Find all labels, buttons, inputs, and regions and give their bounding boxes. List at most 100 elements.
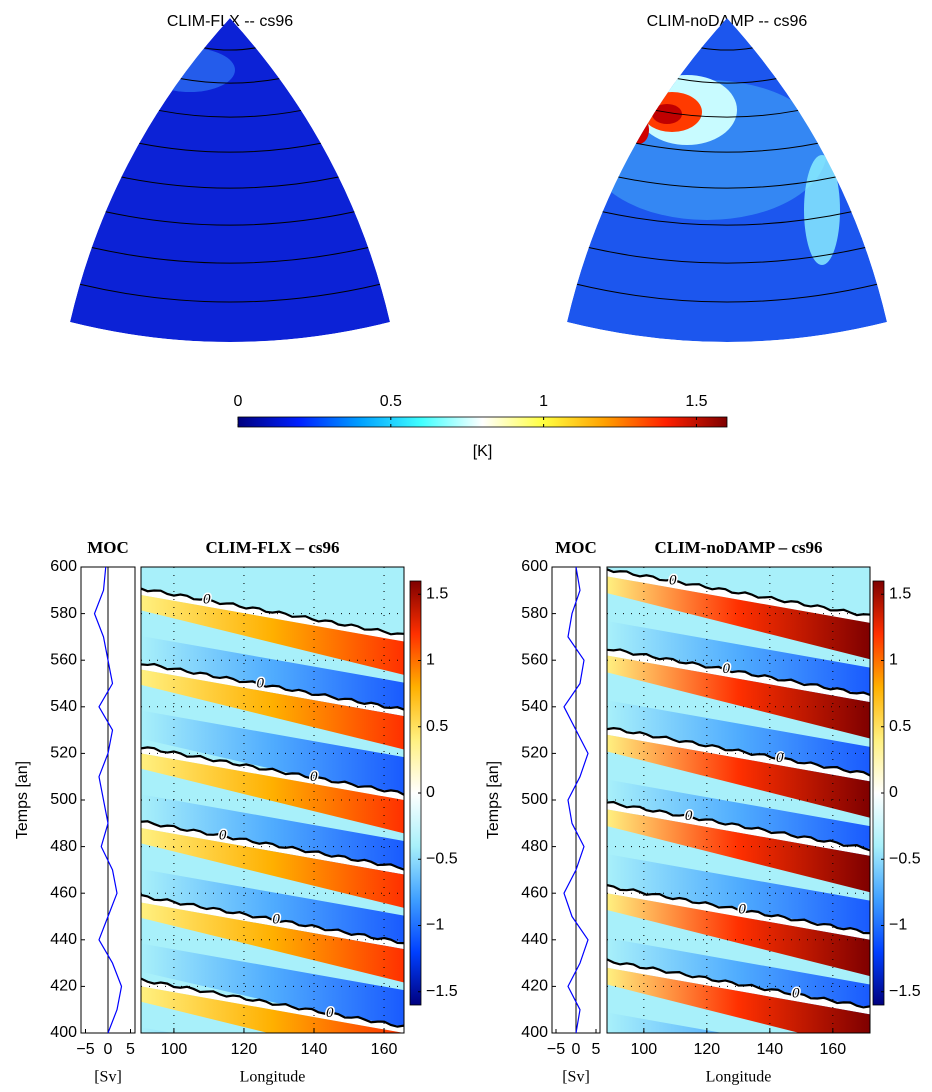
contour-line (141, 820, 404, 871)
colorbar-tick-label: −1.5 (889, 983, 921, 1000)
colorbar-tick-label: 0 (889, 784, 898, 801)
plot-frame (606, 566, 871, 1034)
x-tick-label: 140 (756, 1041, 783, 1058)
y-tick-label: 460 (521, 884, 548, 901)
colorbar-tick-label: −0.5 (426, 850, 458, 867)
x-axis-label: [Sv] (562, 1069, 590, 1086)
colorbar-tick-label: 1.5 (685, 393, 707, 410)
y-tick-label: 460 (50, 884, 77, 901)
x-tick-label: −5 (547, 1041, 565, 1058)
y-tick-label: 540 (50, 698, 77, 715)
warm-band (607, 809, 870, 893)
y-tick-label: 540 (521, 698, 548, 715)
plot-frame (140, 566, 405, 1034)
colorbar-tick-label: 1 (426, 652, 435, 669)
x-tick-label: 160 (371, 1041, 398, 1058)
x-tick-label: 0 (572, 1041, 581, 1058)
contour-line (607, 648, 870, 697)
cold-band (141, 710, 404, 800)
warm-band (607, 734, 870, 818)
colorbar (237, 416, 728, 428)
map-feature (145, 48, 235, 92)
contour-line (607, 958, 870, 1009)
moc-line (563, 566, 589, 1034)
panel-title: MOC (555, 538, 597, 557)
contour-label: 0 (272, 912, 280, 928)
colorbar-tick-label: 0.5 (380, 393, 402, 410)
y-tick-label: 440 (521, 931, 548, 948)
contour-label: 0 (685, 808, 693, 824)
x-tick-label: 120 (693, 1041, 720, 1058)
latitude-line (701, 47, 753, 51)
contour-label: 0 (723, 661, 731, 677)
white-band (141, 979, 404, 1033)
contour-label: 0 (257, 676, 265, 692)
y-tick-label: 420 (50, 978, 77, 995)
y-tick-label: 500 (50, 791, 77, 808)
latitude-line (121, 176, 339, 189)
latitude-line (79, 283, 381, 303)
contour-line (607, 800, 870, 852)
contour-line (141, 587, 404, 636)
warm-band (141, 902, 404, 983)
contour-line (607, 884, 870, 935)
warm-band (141, 594, 404, 675)
warm-band (607, 576, 870, 660)
latitude-line (139, 142, 321, 153)
x-tick-label: 5 (592, 1041, 601, 1058)
panel-title: CLIM-noDAMP – cs96 (654, 538, 822, 557)
warm-band (141, 669, 404, 750)
warm-band (141, 827, 404, 908)
y-tick-label: 560 (521, 651, 548, 668)
contour-line (141, 662, 404, 711)
y-tick-label: 600 (50, 558, 77, 575)
panel-title: MOC (87, 538, 129, 557)
colorbar-tick-label: 0 (234, 393, 243, 410)
latitude-line (576, 283, 878, 303)
white-band (607, 569, 870, 623)
latitude-line (677, 78, 777, 84)
moc-line (93, 566, 123, 1034)
x-tick-label: 160 (819, 1041, 846, 1058)
x-tick-label: 5 (126, 1041, 135, 1058)
warm-band (141, 986, 404, 1033)
x-tick-label: 140 (301, 1041, 328, 1058)
y-tick-label: 560 (50, 651, 77, 668)
contour-label: 0 (326, 1005, 334, 1021)
warm-band (607, 655, 870, 739)
cold-band (141, 1027, 173, 1033)
colorbar-tick-label: 1.5 (889, 585, 911, 602)
latitude-line (655, 109, 799, 118)
x-tick-label: 100 (630, 1041, 657, 1058)
latitude-line (588, 247, 866, 264)
y-tick-label: 400 (521, 1024, 548, 1041)
contour-label: 0 (792, 986, 800, 1002)
colorbar-tick-label: 1 (889, 652, 898, 669)
latitude-line (204, 47, 256, 51)
x-axis-label: Longitude (240, 1069, 306, 1086)
y-tick-label: 580 (50, 605, 77, 622)
warm-band (607, 893, 870, 977)
contour-label: 0 (203, 592, 211, 608)
panel-title: CLIM-FLX – cs96 (205, 538, 339, 557)
map (70, 18, 390, 342)
colorbar-tick-label: 1.5 (426, 585, 448, 602)
contour-line (141, 893, 404, 945)
map-feature (629, 116, 649, 144)
map (567, 18, 887, 342)
latitude-line (91, 247, 369, 264)
map-feature (145, 94, 165, 106)
x-axis-label: [Sv] (94, 1069, 122, 1086)
contour-line (141, 746, 404, 796)
y-tick-label: 580 (521, 605, 548, 622)
colorbar-tick-label: 0 (426, 784, 435, 801)
colorbar-tick-label: 1 (539, 393, 548, 410)
heatmap: 0 0 0 0 0 0 (141, 567, 404, 1033)
latitude-line (602, 211, 852, 226)
y-tick-label: 420 (521, 978, 548, 995)
y-tick-label: 440 (50, 931, 77, 948)
contour-label: 0 (219, 827, 227, 843)
colorbar-tick-label: 0.5 (889, 718, 911, 735)
